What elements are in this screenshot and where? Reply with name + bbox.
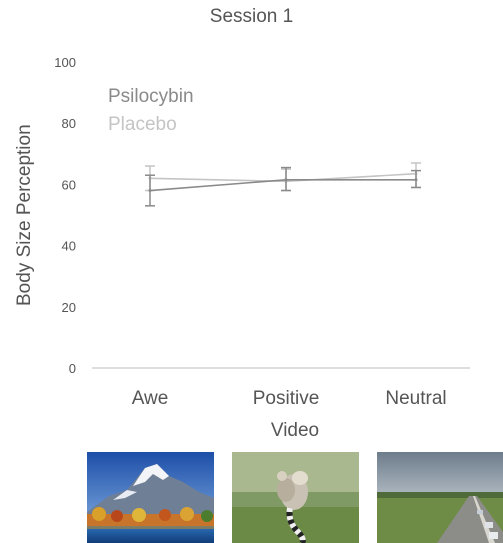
y-tick-label: 60 bbox=[62, 177, 76, 192]
mountain-lake-image bbox=[87, 452, 214, 543]
y-tick-label: 40 bbox=[62, 239, 76, 254]
legend-entry: Psilocybin bbox=[108, 86, 194, 107]
x-tick-label: Awe bbox=[132, 388, 169, 409]
legend-entry: Placebo bbox=[108, 114, 177, 135]
y-tick-label: 0 bbox=[69, 361, 76, 376]
chart-title: Session 1 bbox=[209, 6, 294, 27]
y-tick-label: 80 bbox=[62, 116, 76, 131]
y-tick-label: 100 bbox=[54, 55, 76, 70]
data-point bbox=[148, 189, 152, 193]
line-chart: 0 20 40 60 80 100 Awe Positive Neutral Psilocybi… bbox=[54, 55, 470, 409]
x-axis-label: Video bbox=[270, 420, 320, 441]
data-point bbox=[414, 178, 418, 182]
highway-image bbox=[377, 452, 503, 543]
x-tick-label: Positive bbox=[253, 388, 320, 409]
y-tick-label: 20 bbox=[62, 300, 76, 315]
x-tick-label: Neutral bbox=[385, 388, 446, 409]
data-point bbox=[284, 178, 288, 182]
lemurs-image bbox=[232, 452, 359, 543]
